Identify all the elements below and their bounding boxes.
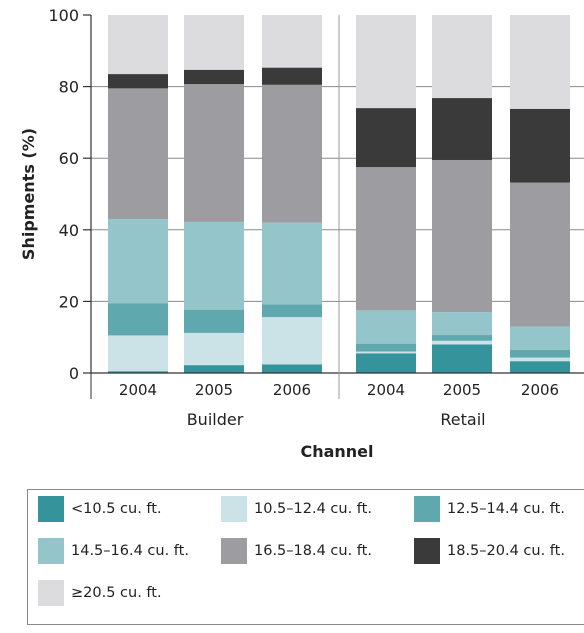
labels-layer: 0 20 40 60 80 100 2004 2005 2006 Builder 2004 2005 2… (19, 6, 559, 461)
bar-segment (108, 74, 168, 89)
y-axis-title: Shipments (%) (19, 128, 38, 260)
bar-segment (356, 167, 416, 311)
bar-segment (184, 69, 244, 85)
legend-swatch (221, 496, 247, 522)
bar-segment (184, 15, 244, 70)
legend-label: 18.5–20.4 cu. ft. (447, 543, 565, 559)
x-axis-title: Channel (300, 442, 373, 461)
legend: <10.5 cu. ft. 10.5–12.4 cu. ft. 12.5–14.4 … (27, 489, 584, 625)
legend-label: 10.5–12.4 cu. ft. (254, 501, 372, 517)
bar-segment (108, 371, 168, 373)
bar-segment (432, 335, 492, 341)
legend-item: 10.5–12.4 cu. ft. (221, 496, 372, 522)
y-tick-label: 20 (59, 292, 79, 311)
y-tick-label: 40 (59, 221, 79, 240)
x-tick-label: 2006 (521, 381, 559, 399)
bar-segment (356, 351, 416, 354)
bar-segment (432, 312, 492, 336)
stacked-bar-chart: 0 20 40 60 80 100 2004 2005 2006 Builder 2004 2005 2… (19, 6, 584, 461)
legend-item: ≥20.5 cu. ft. (38, 580, 162, 606)
bar-segment (184, 332, 244, 366)
legend-swatch (38, 496, 64, 522)
legend-label: 14.5–16.4 cu. ft. (71, 543, 189, 559)
bar-segment (510, 108, 570, 183)
y-tick-label: 60 (59, 149, 79, 168)
bar-segment (510, 15, 570, 109)
bar-segment (262, 364, 322, 373)
group-label: Retail (440, 410, 485, 429)
bar-segment (510, 361, 570, 373)
bar-segment (356, 353, 416, 373)
bar-segment (262, 67, 322, 85)
bar-segment (108, 303, 168, 336)
x-tick-label: 2004 (367, 381, 405, 399)
bar-segment (108, 219, 168, 304)
group-label: Builder (187, 410, 244, 429)
bar-segment (184, 309, 244, 333)
bar-segment (262, 317, 322, 365)
bar-segment (108, 88, 168, 220)
bar-segment (510, 357, 570, 362)
bar-segment (262, 304, 322, 318)
y-tick-label: 80 (59, 78, 79, 97)
x-tick-label: 2005 (195, 381, 233, 399)
legend-label: 12.5–14.4 cu. ft. (447, 501, 565, 517)
bar-segment (432, 344, 492, 373)
x-tick-label: 2005 (443, 381, 481, 399)
legend-swatch (221, 538, 247, 564)
legend-label: 16.5–18.4 cu. ft. (254, 543, 372, 559)
bar-segment (432, 15, 492, 99)
bar-segment (510, 349, 570, 358)
legend-swatch (414, 538, 440, 564)
legend-label: <10.5 cu. ft. (71, 501, 162, 517)
bar-segment (432, 159, 492, 313)
bar-segment (108, 15, 168, 75)
bar-segment (510, 182, 570, 327)
legend-item: 16.5–18.4 cu. ft. (221, 538, 372, 564)
bar-segment (432, 340, 492, 345)
bar-segment (356, 15, 416, 109)
legend-label: ≥20.5 cu. ft. (71, 585, 162, 601)
x-tick-label: 2004 (119, 381, 157, 399)
bar-segment (108, 335, 168, 372)
y-tick-label: 100 (48, 6, 79, 25)
bar-segment (262, 222, 322, 305)
y-tick-label: 0 (69, 364, 79, 383)
legend-swatch (414, 496, 440, 522)
legend-item: 12.5–14.4 cu. ft. (414, 496, 565, 522)
legend-swatch (38, 538, 64, 564)
bar-segment (356, 343, 416, 352)
bar-segment (184, 84, 244, 222)
bars-layer (91, 15, 584, 373)
legend-item: 18.5–20.4 cu. ft. (414, 538, 565, 564)
bar-segment (184, 221, 244, 310)
bar-segment (356, 310, 416, 344)
bar-segment (432, 98, 492, 160)
legend-item: 14.5–16.4 cu. ft. (38, 538, 189, 564)
bar-segment (356, 108, 416, 168)
legend-swatch (38, 580, 64, 606)
bar-segment (184, 365, 244, 373)
axes-layer (83, 14, 584, 399)
x-tick-label: 2006 (273, 381, 311, 399)
bar-segment (262, 15, 322, 68)
legend-item: <10.5 cu. ft. (38, 496, 162, 522)
bar-segment (262, 84, 322, 223)
bar-segment (510, 326, 570, 350)
